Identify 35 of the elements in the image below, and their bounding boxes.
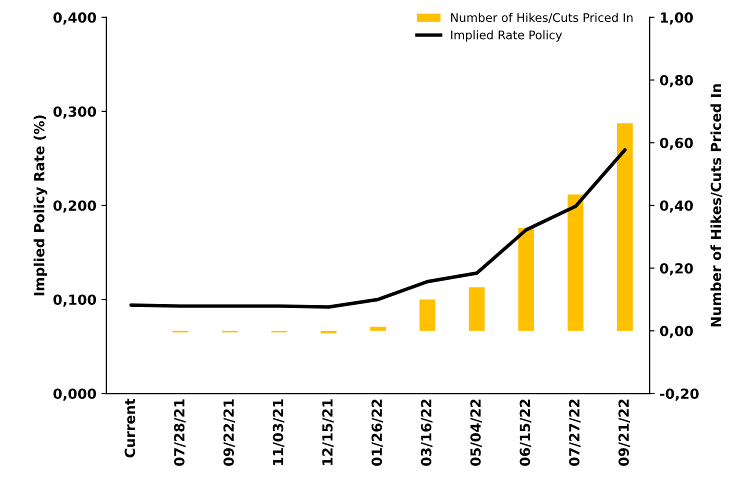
y2-tick-label: 0,40 <box>660 200 693 213</box>
y2-tick-label: 0,60 <box>660 138 693 150</box>
bar <box>468 287 485 331</box>
y-tick-label: 0,300 <box>53 106 96 119</box>
x-tick-label: 07/27/22 <box>569 400 581 466</box>
legend-label: Number of Hikes/Cuts Priced In <box>451 12 633 23</box>
y2-tick-label: 0,00 <box>660 326 693 338</box>
y-axis-title: Implied Policy Rate (%) <box>34 116 48 296</box>
y2-tick-label: 1,00 <box>660 12 693 25</box>
x-tick-label: 11/03/21 <box>272 399 284 465</box>
y2-tick-label: 0,80 <box>660 74 693 88</box>
y2-tick-label: 0,20 <box>660 263 693 276</box>
bar <box>617 123 633 331</box>
x-tick-label: 01/26/22 <box>372 400 384 466</box>
x-tick-label: Current <box>124 398 136 458</box>
y-tick-label: 0,400 <box>53 12 96 25</box>
x-tick-label: 09/21/22 <box>618 400 630 466</box>
y2-axis-title: Number of Hikes/Cuts Priced In <box>710 84 722 326</box>
y-tick-label: 0,200 <box>53 200 96 213</box>
bar <box>419 299 436 331</box>
y-tick-label: 0,100 <box>53 294 96 307</box>
legend-label: Implied Rate Policy <box>451 30 562 42</box>
bar <box>320 330 337 334</box>
x-tick-label: 09/22/21 <box>223 399 235 466</box>
bar <box>370 326 386 331</box>
line-series <box>129 148 627 309</box>
x-tick-label: 05/04/22 <box>470 400 482 466</box>
y2-tick-label: -0,20 <box>660 388 699 401</box>
x-tick-label: 07/28/21 <box>174 399 186 466</box>
bar <box>568 194 584 331</box>
x-tick-label: 12/15/21 <box>322 399 334 465</box>
x-tick-label: 03/16/22 <box>420 400 433 466</box>
x-tick-label: 06/15/22 <box>520 400 532 466</box>
y-tick-label: 0,000 <box>53 388 96 401</box>
bar <box>518 228 534 331</box>
